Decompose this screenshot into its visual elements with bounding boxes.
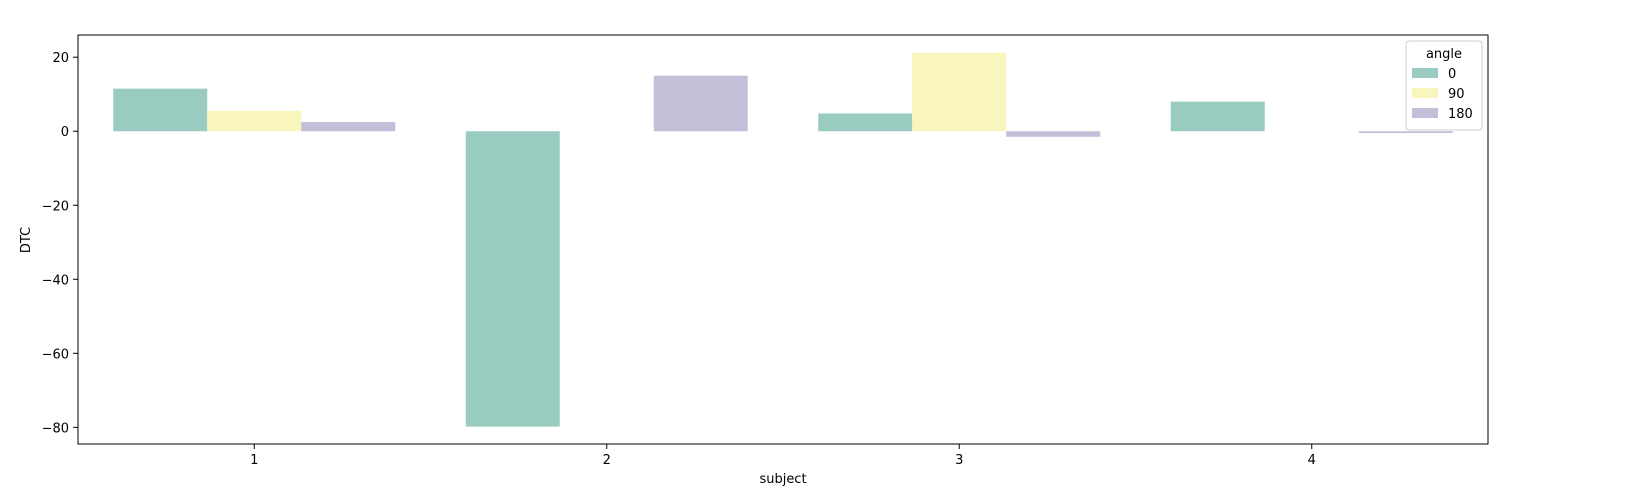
y-tick-label: 20: [52, 51, 69, 66]
legend-swatch-180: [1412, 108, 1438, 118]
y-axis: 20 0 −20 −40 −60 −80: [42, 51, 78, 436]
x-tick-label: 1: [250, 453, 258, 468]
legend-label-0: 0: [1448, 67, 1456, 82]
legend-swatch-0: [1412, 68, 1438, 78]
bar-angle-180-subject-3: [1006, 131, 1101, 137]
x-tick-label: 3: [955, 453, 963, 468]
x-axis: 1 2 3 4: [250, 444, 1316, 468]
legend-swatch-90: [1412, 88, 1438, 98]
legend: angle 0 90 180: [1405, 40, 1483, 131]
bar-angle-180-subject-2: [653, 75, 748, 132]
legend-frame: [1405, 40, 1483, 131]
y-tick-label: −20: [42, 199, 69, 214]
y-tick-label: −40: [42, 273, 69, 288]
x-axis-label: subject: [759, 472, 806, 487]
bar-angle-180-subject-1: [301, 121, 396, 132]
x-tick-label: 4: [1308, 453, 1316, 468]
y-tick-label: 0: [61, 125, 69, 140]
y-tick-label: −80: [42, 421, 69, 436]
plot-frame: [77, 34, 1489, 445]
bars-layer: [113, 52, 1453, 427]
legend-label-90: 90: [1448, 87, 1465, 102]
legend-title: angle: [1426, 47, 1462, 62]
y-axis-label: DTC: [19, 227, 34, 253]
bar-angle-90-subject-3: [912, 52, 1007, 132]
bar-angle-0-subject-2: [465, 131, 560, 427]
bar-angle-0-subject-4: [1170, 101, 1265, 132]
bar-angle-0-subject-3: [818, 113, 913, 132]
legend-items: 0 90 180: [1412, 67, 1473, 122]
bar-angle-90-subject-1: [207, 110, 302, 132]
x-tick-label: 2: [603, 453, 611, 468]
bar-angle-180-subject-4: [1358, 131, 1453, 134]
y-tick-label: −60: [42, 347, 69, 362]
legend-label-180: 180: [1448, 107, 1473, 122]
bar-angle-0-subject-1: [113, 88, 208, 132]
